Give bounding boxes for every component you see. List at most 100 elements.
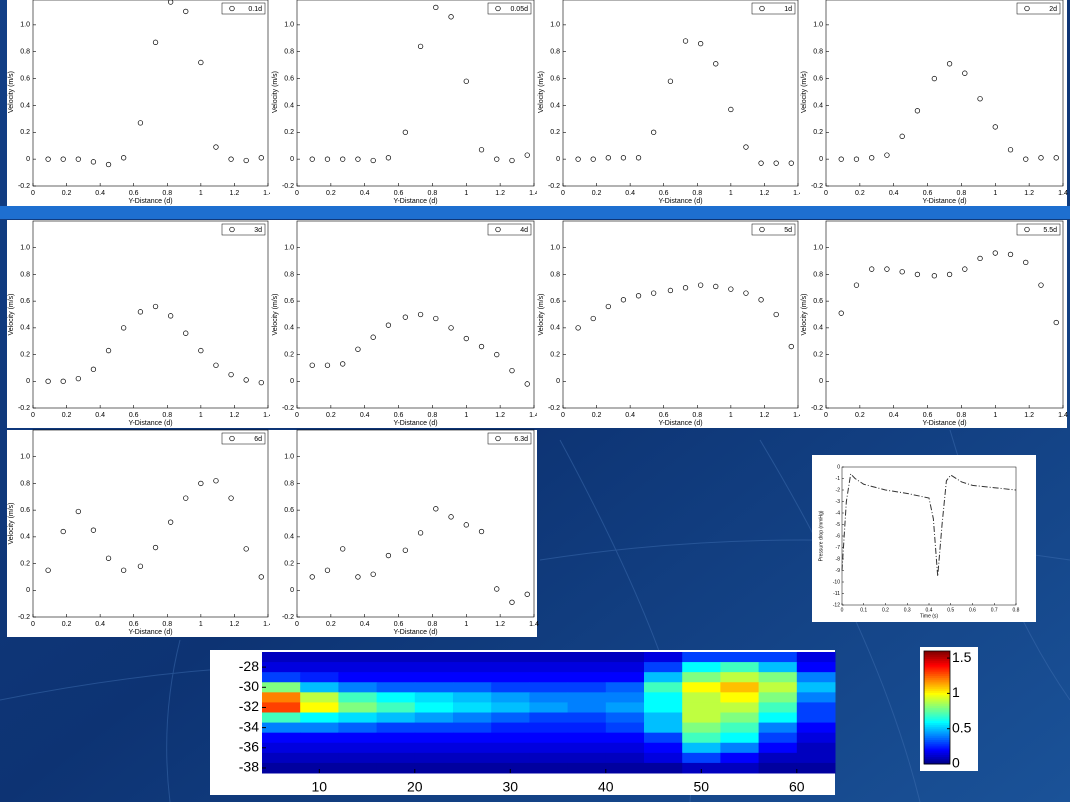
legend-box [487, 223, 532, 236]
y-tick-label: 0.6 [20, 298, 30, 305]
heatmap-cell [567, 722, 607, 734]
x-tick-label: 0.6 [394, 621, 404, 628]
data-point [309, 156, 315, 162]
legend-box [487, 2, 532, 15]
heatmap-cell [682, 692, 721, 703]
heatmap-cell [682, 732, 721, 744]
x-tick-label: 0.6 [394, 190, 404, 197]
chart-panel [800, 220, 1067, 428]
data-point [152, 544, 159, 551]
data-point [667, 78, 674, 84]
plot-frame [562, 0, 799, 187]
data-point [213, 478, 219, 484]
plot-frame [825, 220, 1064, 409]
data-point [340, 361, 346, 367]
heatmap-cell [262, 682, 301, 693]
colorbar-segment [924, 669, 950, 673]
data-point [590, 156, 596, 162]
data-point [667, 287, 674, 294]
data-point [152, 303, 159, 310]
heatmap-cell [453, 702, 492, 713]
data-point [167, 0, 174, 5]
heatmap-cell [682, 752, 721, 764]
data-point [433, 315, 439, 322]
heatmap-cell [414, 742, 454, 754]
x-tick-label: 40 [598, 779, 614, 795]
data-point [243, 157, 249, 164]
y-tick-label: 0.4 [20, 102, 30, 109]
y-tick-label: 0.6 [813, 298, 823, 305]
colorbar-segment [924, 673, 950, 676]
data-point [105, 555, 112, 561]
x-tick-label: 0 [31, 621, 35, 628]
data-point [1053, 155, 1059, 161]
heatmap-cell [567, 672, 607, 683]
x-tick-label: 1.2 [230, 190, 240, 197]
data-point [45, 378, 51, 384]
heatmap-cell [262, 742, 301, 754]
data-point [853, 282, 860, 288]
heatmap-cell [414, 692, 454, 703]
x-tick-label: 0.8 [162, 412, 172, 419]
y-tick-label: -3 [836, 499, 841, 505]
data-point [463, 522, 469, 528]
y-tick-label: -0.2 [811, 183, 823, 190]
heatmap-cell [376, 762, 416, 774]
x-tick-label: 60 [789, 779, 805, 795]
data-point [198, 480, 204, 487]
data-point [433, 4, 439, 11]
data-point [370, 334, 376, 340]
heatmap-cell [529, 662, 569, 673]
chart-panel [537, 220, 800, 428]
y-tick-label: -0.2 [811, 405, 823, 412]
heatmap-cell [414, 702, 454, 713]
data-point [635, 293, 642, 299]
y-tick-label: -0.2 [18, 405, 30, 412]
colorbar-segment [924, 739, 950, 742]
data-point [773, 160, 779, 166]
data-point [509, 157, 515, 164]
y-tick-label: 1.0 [20, 454, 30, 461]
y-axis-title: Velocity (m/s) [538, 293, 545, 335]
x-tick-label: 1.2 [495, 621, 505, 628]
heatmap-cell [720, 762, 760, 774]
x-tick-label: 1 [199, 621, 203, 628]
heatmap-cell [453, 752, 492, 764]
y-tick-label: 0.8 [20, 49, 30, 56]
data-line [841, 472, 1017, 577]
heatmap-cell [300, 732, 339, 744]
heatmap-cell [605, 712, 645, 724]
data-point [167, 519, 174, 525]
legend-box [1016, 2, 1061, 15]
x-tick-label: 0.4 [95, 621, 105, 628]
colorbar-segment [924, 715, 950, 718]
data-point [448, 14, 454, 20]
data-point [90, 366, 97, 372]
colorbar-segment [924, 684, 950, 688]
data-point [258, 155, 264, 161]
colorbar-segment [924, 737, 950, 741]
colorbar-segment [924, 726, 950, 729]
data-point [728, 286, 734, 292]
data-point [45, 156, 51, 162]
scatter-chart: -0.200.20.40.60.81.00 0.2 0.4 0.6 0.8 1 1.2 1.4… [270, 429, 539, 637]
colorbar-segment [924, 733, 950, 737]
y-tick-label: 0.4 [550, 325, 560, 332]
x-tick-label: 0 [824, 412, 828, 419]
y-tick-label: 0.4 [284, 534, 294, 541]
heatmap-cell [262, 692, 301, 703]
y-tick-label: 1.0 [550, 22, 560, 29]
x-tick-label: 1.4 [793, 412, 803, 419]
scatter-chart: -0.200.20.40.60.81.00 0.2 0.4 0.6 0.8 1 1.2 1.4… [537, 220, 803, 428]
y-tick-label: -1 [836, 476, 841, 482]
x-tick-label: 1.2 [760, 412, 770, 419]
colorbar-segment [924, 660, 950, 663]
colorbar-segment [924, 688, 950, 692]
y-tick-label: 0.2 [20, 560, 30, 567]
scatter-chart: -0.200.20.40.60.81.00 0.2 0.4 0.6 0.8 1 1.2 1.4… [800, 220, 1068, 428]
x-tick-label: 1.4 [263, 621, 273, 628]
x-tick-label: 0.4 [625, 412, 635, 419]
colorbar-segment [924, 752, 950, 756]
data-point [931, 75, 937, 82]
heatmap-cell [491, 672, 530, 683]
